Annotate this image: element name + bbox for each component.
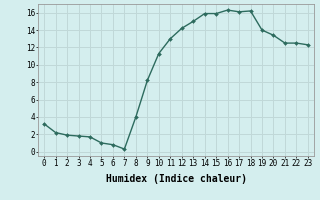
X-axis label: Humidex (Indice chaleur): Humidex (Indice chaleur)	[106, 174, 246, 184]
